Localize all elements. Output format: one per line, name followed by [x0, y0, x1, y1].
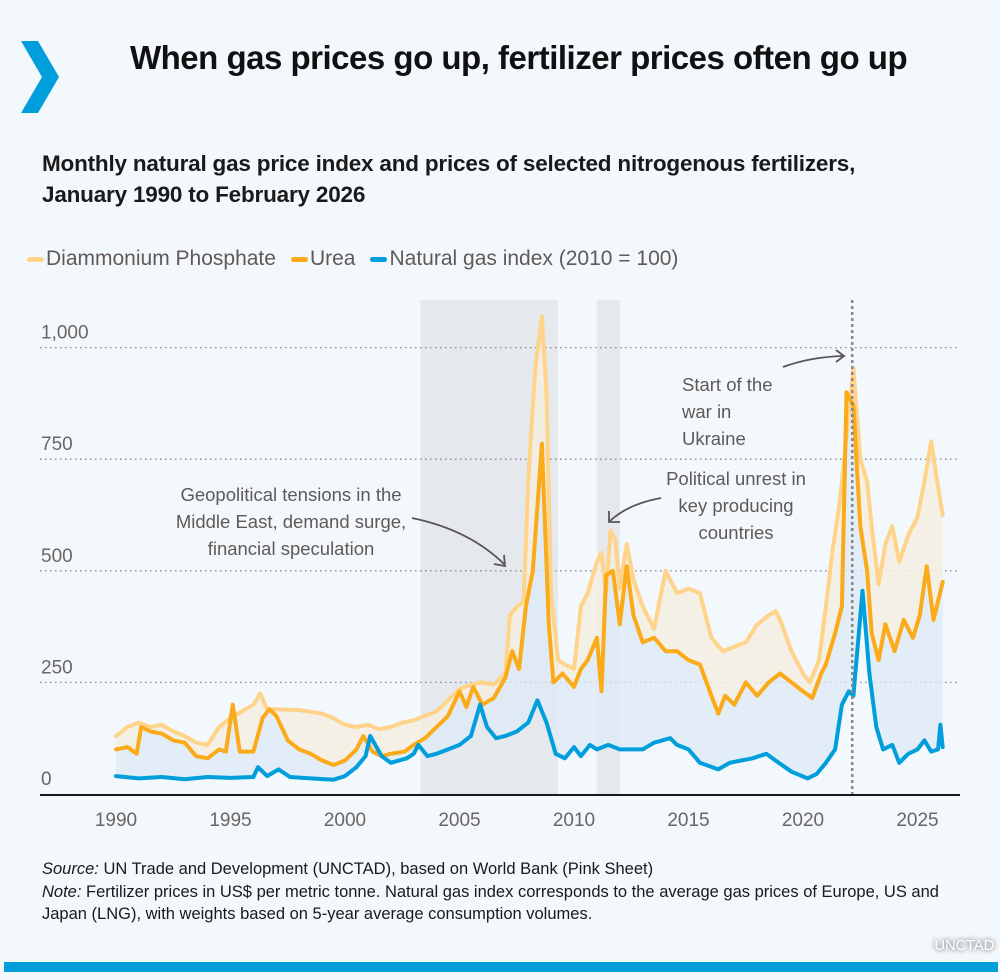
note-label: Note:	[42, 882, 82, 901]
arrow-geopolitical-head	[493, 554, 507, 568]
line-chart: 0 250 500 750 1,000 1990 1995 2000 2005 2010 2015…	[40, 300, 960, 831]
x-tick-label: 2020	[782, 810, 824, 831]
y-tick-label: 0	[41, 769, 52, 790]
source-label: Source:	[42, 860, 99, 878]
y-tick-label: 500	[41, 546, 73, 567]
annotation-political-unrest: Political unrest in key producing countrie…	[666, 468, 806, 543]
x-tick-label: 1995	[209, 810, 251, 831]
note-line: Note: Fertilizer prices in US$ per metri…	[42, 881, 972, 926]
chart-title: When gas prices go up, fertilizer prices…	[130, 39, 908, 76]
x-tick-label: 2010	[553, 810, 595, 831]
area-dap-urea	[116, 316, 943, 765]
legend-swatch-dap	[27, 256, 44, 262]
x-tick-label: 2005	[438, 810, 480, 831]
unctad-badge: UNCTAD	[934, 937, 994, 954]
footer-notes: Source: UN Trade and Development (UNCTAD…	[42, 858, 972, 926]
y-tick-label: 750	[41, 434, 73, 455]
series-line-dap	[114, 314, 945, 747]
note-text: Fertilizer prices in US$ per metric tonn…	[42, 882, 939, 924]
source-text: UN Trade and Development (UNCTAD), based…	[98, 860, 654, 878]
annotation-ukraine-war: Start of the war in Ukraine	[681, 374, 773, 449]
brand-bar	[4, 962, 998, 972]
y-tick-label: 250	[41, 657, 73, 678]
annotation-ukraine-war-line: Start of the	[682, 374, 773, 395]
annotation-political-unrest-line: Political unrest in	[666, 468, 806, 489]
chevron-right-icon	[21, 41, 59, 113]
arrow-geopolitical	[411, 517, 506, 566]
arrow-political-unrest-head	[608, 511, 620, 523]
legend-label-gas: Natural gas index (2010 = 100)	[389, 247, 679, 270]
series-line-urea	[114, 390, 945, 767]
annotation-political-unrest-line: countries	[698, 522, 773, 543]
x-tick-label: 2000	[324, 810, 366, 831]
x-tick-label: 1990	[95, 810, 137, 831]
series-line-gas	[114, 588, 945, 782]
legend-label-urea: Urea	[309, 247, 356, 270]
x-tick-label: 2015	[667, 810, 709, 831]
arrow-political-unrest	[609, 497, 662, 522]
arrow-ukraine-war-head	[835, 349, 846, 363]
annotation-geopolitical-line: Middle East, demand surge,	[176, 511, 406, 532]
legend-swatch-urea	[290, 256, 308, 262]
y-tick-label: 1,000	[41, 323, 89, 344]
annotation-geopolitical-line: financial speculation	[208, 538, 375, 559]
annotation-geopolitical: Geopolitical tensions in the Middle East,…	[176, 484, 406, 559]
annotation-ukraine-war-line: war in	[681, 401, 731, 422]
legend-item-urea: Urea	[290, 247, 356, 271]
legend-swatch-gas	[370, 256, 388, 262]
x-tick-label: 2025	[896, 810, 938, 831]
legend-item-gas: Natural gas index (2010 = 100)	[370, 247, 678, 271]
annotation-geopolitical-line: Geopolitical tensions in the	[180, 484, 401, 505]
annotation-political-unrest-line: key producing	[678, 495, 793, 516]
chart-subtitle: Monthly natural gas price index and pric…	[42, 151, 856, 207]
legend-item-dap: Diammonium Phosphate	[27, 247, 276, 271]
legend-label-dap: Diammonium Phosphate	[46, 247, 276, 270]
arrow-ukraine-war	[782, 355, 844, 368]
annotation-ukraine-war-line: Ukraine	[682, 428, 746, 449]
source-line: Source: UN Trade and Development (UNCTAD…	[42, 858, 972, 881]
legend: Diammonium Phosphate Urea Natural gas in…	[27, 247, 693, 271]
